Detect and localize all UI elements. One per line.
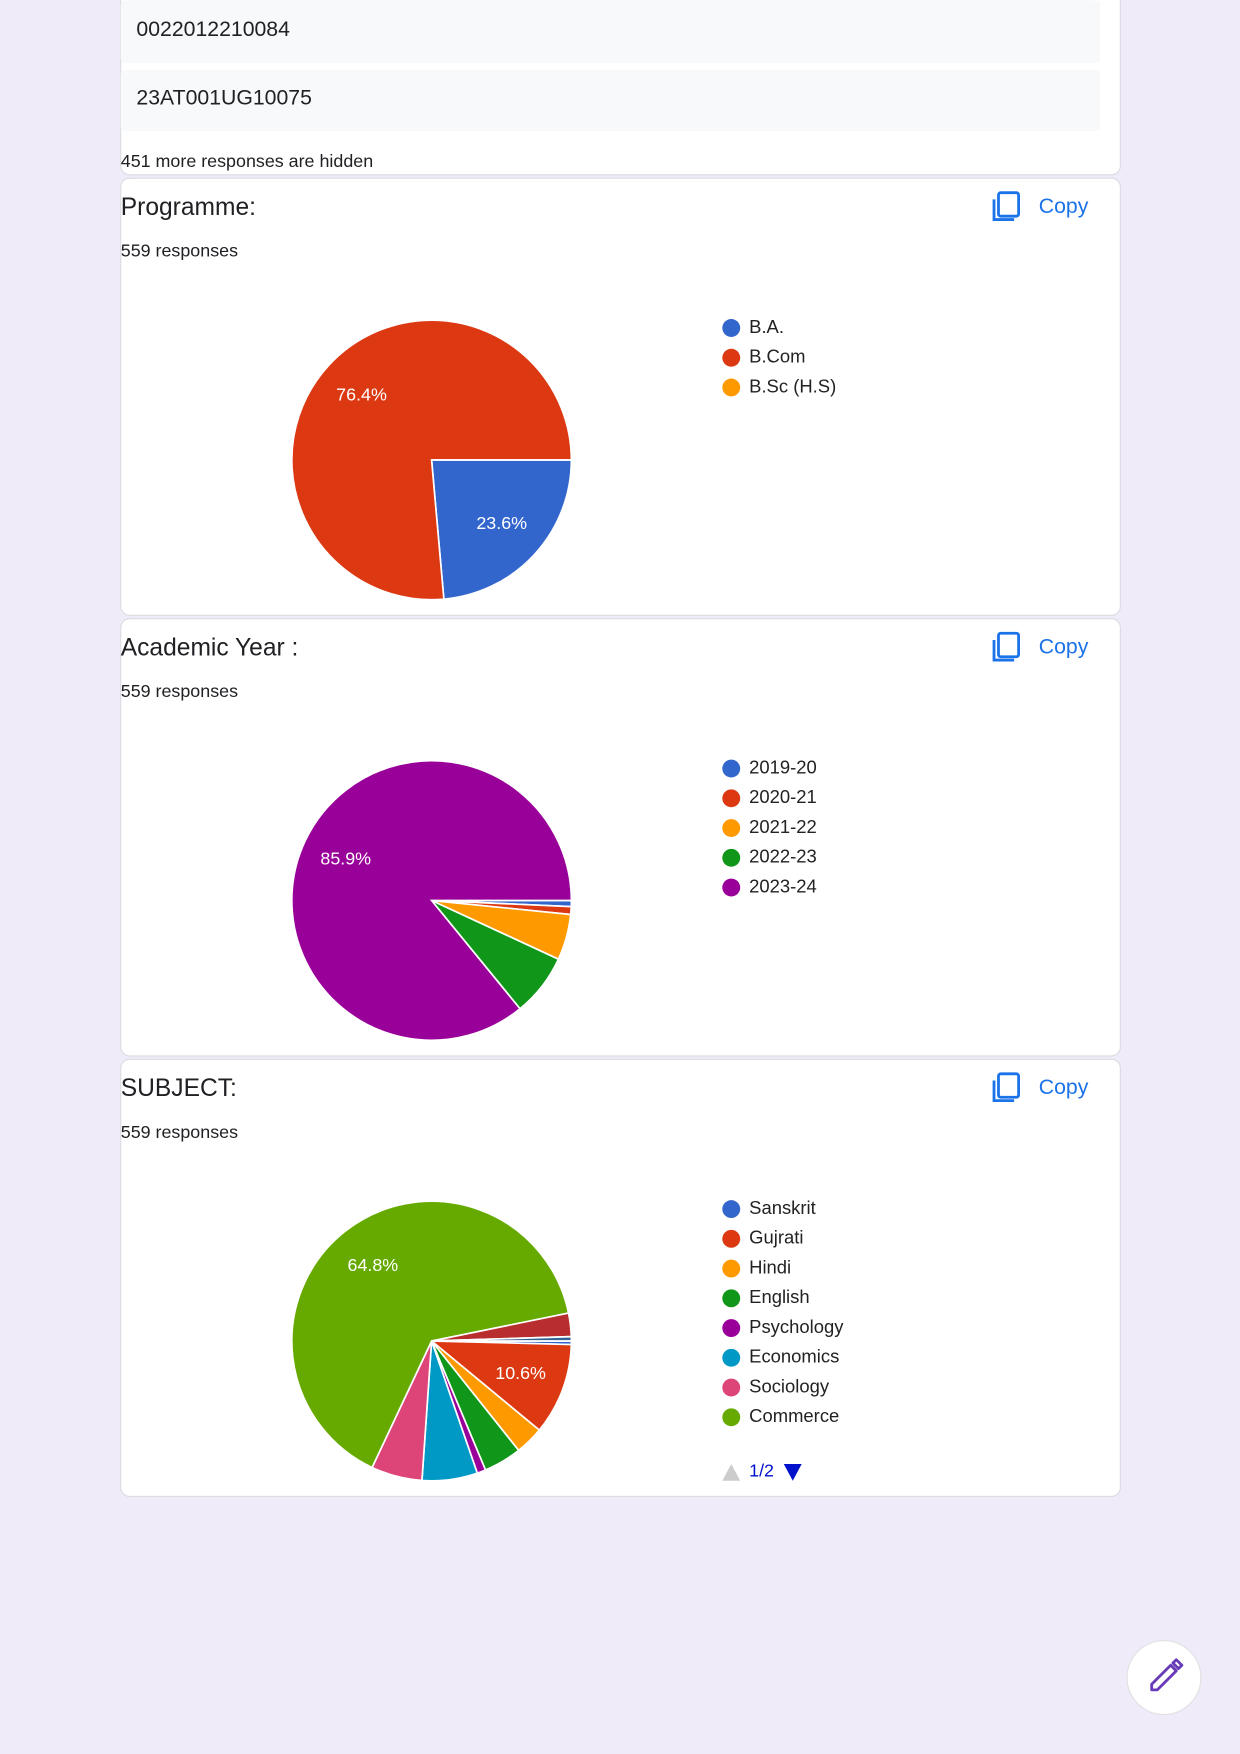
pager-prev[interactable] <box>722 1464 741 1481</box>
pie-slice <box>291 759 573 1042</box>
copy-label[interactable]: Copy <box>1039 634 1089 658</box>
question-card <box>120 1058 1121 1497</box>
legend-label: 2019-20 <box>749 756 817 777</box>
pager-text: 1/2 <box>749 1461 774 1481</box>
legend-label: 2022-23 <box>749 846 817 867</box>
legend-swatch <box>722 1348 741 1367</box>
pie-slice <box>430 459 573 601</box>
legend-swatch <box>722 1200 741 1219</box>
legend-swatch <box>722 378 741 397</box>
legend-swatch <box>722 1319 741 1337</box>
legend-label: Sociology <box>749 1375 830 1396</box>
legend-label: 2020-21 <box>749 786 817 807</box>
response-count: 559 responses <box>121 241 238 261</box>
legend-swatch <box>722 759 741 778</box>
question-title: Academic Year : <box>121 634 299 661</box>
question-card <box>120 177 1121 616</box>
legend-label: B.Sc (H.S) <box>749 375 836 396</box>
legend-label: English <box>749 1286 809 1307</box>
copy-icon[interactable] <box>997 191 1021 218</box>
copy-icon[interactable] <box>992 1080 1015 1103</box>
legend-swatch <box>722 1289 741 1308</box>
legend-swatch <box>722 789 741 808</box>
legend-swatch <box>722 1259 741 1278</box>
legend-swatch <box>722 1229 741 1248</box>
pager-next[interactable] <box>783 1464 802 1481</box>
response-item <box>120 0 1101 64</box>
legend-label: B.Com <box>749 346 805 367</box>
chart: SUBJECT: 559 responses Copy 10.6% 64.8% Sansk… <box>121 1072 1089 1482</box>
question-card <box>120 618 1121 1057</box>
copy-label[interactable]: Copy <box>1039 194 1089 218</box>
pie-slice <box>291 319 573 601</box>
slice-label: 64.8% <box>348 1255 399 1275</box>
copy-icon[interactable] <box>992 639 1015 662</box>
copy-button[interactable]: Copy <box>992 1072 1089 1103</box>
fab-circle[interactable] <box>1126 1640 1202 1716</box>
pie-slice <box>429 1340 573 1432</box>
response-count: 559 responses <box>121 681 238 701</box>
response-count: 559 responses <box>121 1122 238 1142</box>
hidden-note: 451 more responses are hidden <box>121 151 373 171</box>
slice-label: 85.9% <box>320 848 371 868</box>
legend-swatch <box>722 1408 741 1427</box>
legend-swatch <box>722 848 741 867</box>
legend-label: Commerce <box>749 1405 839 1426</box>
legend-label: 2021-22 <box>749 816 817 837</box>
question-title: Programme: <box>121 194 256 221</box>
copy-icon[interactable] <box>992 199 1015 221</box>
slice-label: 76.4% <box>336 384 387 404</box>
copy-icon[interactable] <box>997 1072 1021 1099</box>
legend-swatch <box>722 319 741 337</box>
legend-label: B.A. <box>749 316 784 337</box>
legend-label: Economics <box>749 1346 839 1367</box>
copy-button[interactable]: Copy <box>992 191 1089 221</box>
pie-slice <box>431 1335 573 1342</box>
legend-label: Hindi <box>749 1256 791 1277</box>
response-text: 0022012210084 <box>136 17 290 41</box>
legend-swatch <box>722 348 741 367</box>
legend-label: Sanskrit <box>749 1197 816 1218</box>
response-text: 23AT001UG10075 <box>136 85 312 109</box>
copy-button[interactable]: Copy <box>992 631 1089 662</box>
question-title: SUBJECT: <box>121 1075 237 1102</box>
copy-label[interactable]: Copy <box>1039 1075 1089 1099</box>
legend-label: Gujrati <box>749 1227 803 1248</box>
slice-label: 23.6% <box>476 513 527 533</box>
legend-swatch <box>722 819 741 837</box>
legend-swatch <box>722 1378 741 1397</box>
legend-label: Psychology <box>749 1316 844 1337</box>
legend-swatch <box>722 878 741 897</box>
chart: Academic Year : 559 responses Copy 85.9% 201… <box>121 631 1089 1042</box>
legend-label: 2023-24 <box>749 875 817 896</box>
response-item <box>120 69 1101 132</box>
edit-button[interactable] <box>1126 1640 1202 1716</box>
copy-icon[interactable] <box>997 631 1021 659</box>
pencil-icon[interactable] <box>1150 1658 1184 1692</box>
slice-label: 10.6% <box>495 1363 546 1383</box>
pie-slice <box>290 1200 570 1469</box>
chart: Programme: 559 responses Copy 23.6% 76.4% B.A… <box>121 191 1089 601</box>
